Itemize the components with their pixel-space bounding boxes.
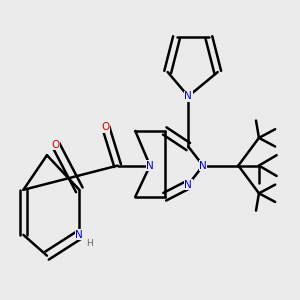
Text: O: O: [52, 140, 60, 150]
Text: H: H: [86, 239, 93, 248]
Text: O: O: [102, 122, 110, 133]
Text: N: N: [184, 91, 192, 101]
Text: N: N: [199, 160, 207, 171]
Text: N: N: [76, 230, 83, 240]
Text: N: N: [184, 180, 192, 190]
Text: N: N: [146, 160, 154, 171]
